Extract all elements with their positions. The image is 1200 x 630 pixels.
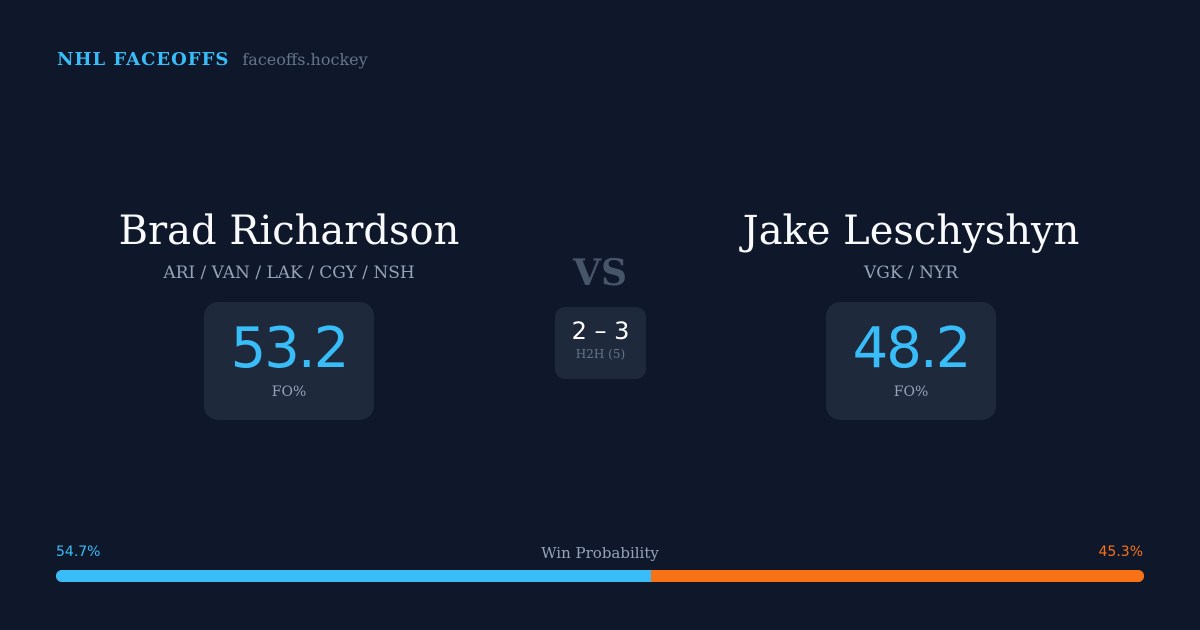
vs-label: VS: [573, 252, 627, 294]
player-2-name: Jake Leschyshyn: [742, 208, 1080, 254]
win-prob-left: 54.7%: [56, 544, 101, 560]
player-2: Jake Leschyshyn VGK / NYR 48.2 FO%: [711, 205, 1111, 420]
win-probability-bar: [56, 570, 1144, 582]
brand-name: NHL FACEOFFS: [57, 49, 230, 70]
player-1-fo-card: 53.2 FO%: [204, 302, 374, 420]
player-1-teams: ARI / VAN / LAK / CGY / NSH: [163, 263, 415, 283]
win-prob-right: 45.3%: [1098, 544, 1143, 560]
player-2-fo-card: 48.2 FO%: [826, 302, 996, 420]
win-prob-bar-left: [56, 570, 652, 582]
brand: NHL FACEOFFS faceoffs.hockey: [57, 49, 368, 70]
player-1: Brad Richardson ARI / VAN / LAK / CGY / …: [89, 205, 489, 420]
h2h-label: H2H (5): [575, 347, 626, 361]
player-2-fo-pct: 48.2: [852, 316, 972, 381]
brand-url: faceoffs.hockey: [242, 50, 368, 69]
player-1-name: Brad Richardson: [118, 208, 460, 254]
win-prob-bar-right: [651, 570, 1144, 582]
h2h-score: 2 – 3: [571, 317, 630, 345]
player-1-fo-pct: 53.2: [230, 316, 350, 381]
player-2-fo-label: FO%: [893, 384, 929, 400]
h2h-card: 2 – 3 H2H (5): [555, 307, 646, 379]
win-prob-label: Win Probability: [541, 544, 659, 562]
player-1-fo-label: FO%: [271, 384, 307, 400]
player-2-teams: VGK / NYR: [864, 263, 958, 283]
